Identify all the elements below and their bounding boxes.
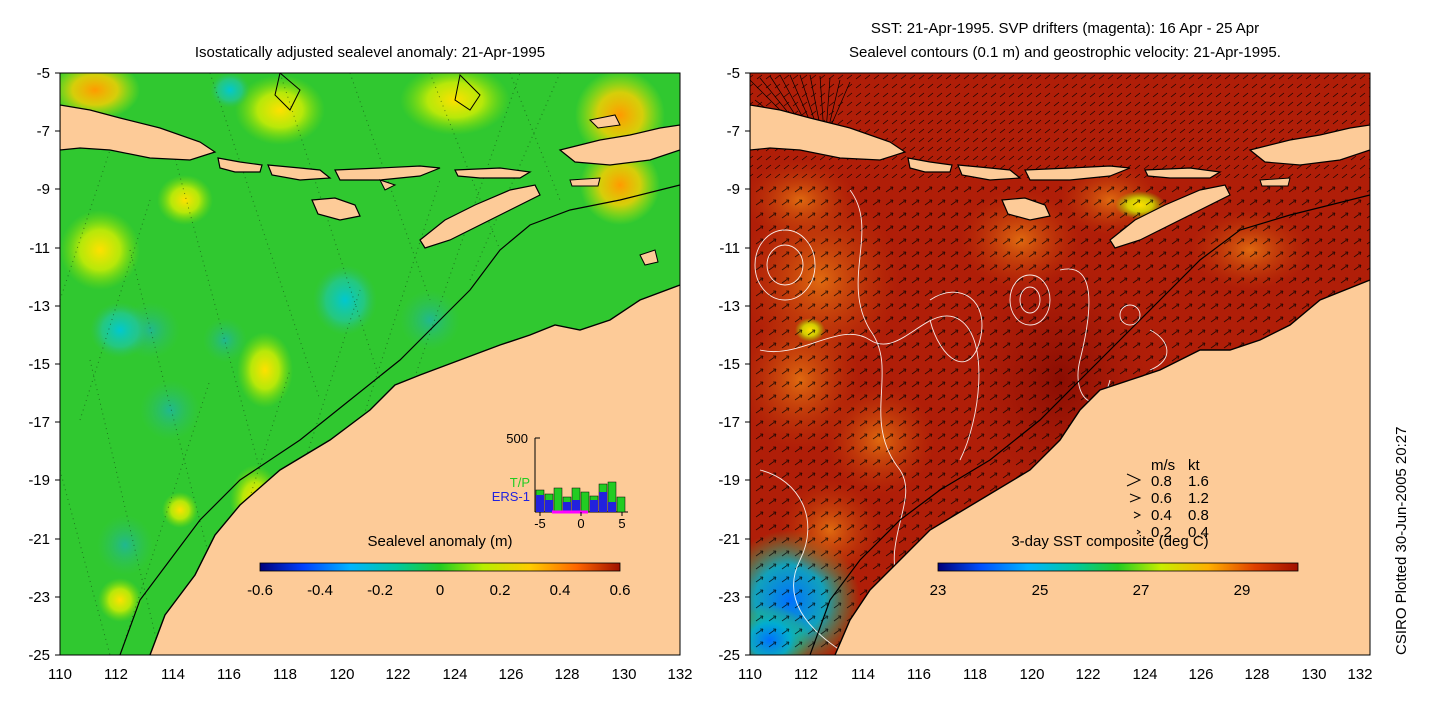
velocity-key-ms: 0.6 (1151, 490, 1172, 507)
velocity-key-arrows (1126, 473, 1142, 535)
velocity-key-ms: 0.2 (1151, 524, 1172, 541)
inset-legend-ers1: ERS-1 (491, 489, 530, 504)
velocity-key-ms: 0.8 (1151, 473, 1172, 490)
anomaly-colorbar (259, 562, 621, 572)
left-x-tick: 114 (161, 666, 185, 683)
right-y-tick: -23 (718, 589, 740, 606)
right-x-tick: 118 (963, 666, 987, 683)
left-y-tick: -21 (28, 531, 50, 548)
left-y-tick: -25 (28, 647, 50, 664)
sst-colorbar-tick: 29 (1233, 582, 1251, 599)
right-x-tick: 128 (1244, 666, 1270, 683)
left-y-tick: -11 (29, 240, 50, 257)
inset-x-label: -5 (534, 516, 546, 531)
right-y-tick: -15 (718, 356, 740, 373)
anomaly-colorbar-tick: -0.2 (367, 582, 393, 599)
left-y-tick: -13 (28, 298, 50, 315)
right-y-tick: -7 (726, 123, 740, 140)
inset-legend-tp: T/P (509, 475, 530, 490)
right-y-tick: -25 (718, 647, 740, 664)
sst-colorbar-tick: 27 (1132, 582, 1150, 599)
left-y-tick: -15 (28, 356, 50, 373)
anomaly-colorbar-tick: -0.4 (307, 582, 333, 599)
velocity-key-kt: 0.8 (1188, 507, 1209, 524)
right-y-tick: -19 (718, 472, 740, 489)
right-x-tick: 124 (1132, 666, 1158, 683)
left-y-tick: -5 (36, 65, 50, 82)
plot-credit: CSIRO Plotted 30-Jun-2005 20:27 (1393, 426, 1410, 655)
velocity-key-ms: 0.4 (1151, 507, 1172, 524)
anomaly-colorbar-tick: 0.2 (489, 582, 511, 599)
inset-y-max-label: 500 (506, 431, 528, 446)
sst-field (750, 73, 1370, 655)
right-y-tick: -9 (726, 181, 740, 198)
inset-x-label: 5 (618, 516, 626, 531)
left-y-tick: -9 (36, 181, 50, 198)
right-x-tick: 114 (851, 666, 875, 683)
left-x-tick: 130 (611, 666, 637, 683)
sst-colorbar (937, 562, 1299, 572)
sst-colorbar-title: 3-day SST composite (deg C) (1011, 533, 1209, 550)
sst-colorbar-tick: 23 (929, 582, 947, 599)
right-x-tick: 116 (907, 666, 931, 683)
left-x-tick: 126 (498, 666, 524, 683)
sst-colorbar-tick: 25 (1031, 582, 1049, 599)
left-x-tick: 112 (104, 666, 128, 683)
anomaly-colorbar-tick: 0 (435, 582, 445, 599)
velocity-key-header-ms: m/s (1151, 457, 1176, 474)
anomaly-colorbar-tick: 0.4 (549, 582, 571, 599)
left-y-tick: -23 (28, 589, 50, 606)
anomaly-colorbar-title: Sealevel anomaly (m) (367, 533, 513, 550)
left-x-tick: 110 (48, 666, 72, 683)
left-y-tick: -17 (28, 414, 50, 431)
velocity-key-header-kt: kt (1188, 457, 1200, 474)
left-x-tick: 124 (442, 666, 468, 683)
velocity-key-kt: 0.4 (1188, 524, 1209, 541)
right-y-tick: -17 (718, 414, 740, 431)
right-map-title-line2: Sealevel contours (0.1 m) and geostrophi… (849, 44, 1281, 61)
left-x-tick: 120 (329, 666, 355, 683)
left-y-tick: -19 (28, 472, 50, 489)
right-y-tick: -21 (718, 531, 740, 548)
anomaly-colorbar-tick: -0.6 (247, 582, 273, 599)
left-x-tick: 118 (273, 666, 297, 683)
right-x-tick: 126 (1188, 666, 1214, 683)
left-x-tick: 122 (385, 666, 411, 683)
inset-histogram (534, 437, 628, 516)
right-y-tick: -5 (726, 65, 740, 82)
left-y-tick: -7 (36, 123, 50, 140)
velocity-key-kt: 1.2 (1188, 490, 1209, 507)
left-x-tick: 128 (554, 666, 580, 683)
inset-x-label: 0 (577, 516, 585, 531)
right-x-tick: 120 (1019, 666, 1045, 683)
right-x-tick: 112 (794, 666, 818, 683)
axis-ticks (55, 72, 750, 656)
right-map-title-line1: SST: 21-Apr-1995. SVP drifters (magenta)… (870, 20, 1260, 37)
anomaly-colorbar-tick: 0.6 (609, 582, 631, 599)
right-x-tick: 110 (738, 666, 762, 683)
right-x-tick: 122 (1075, 666, 1101, 683)
left-x-tick: 132 (667, 666, 693, 683)
right-y-tick: -13 (718, 298, 740, 315)
left-x-tick: 116 (217, 666, 241, 683)
right-x-tick: 130 (1301, 666, 1327, 683)
right-x-tick: 132 (1347, 666, 1373, 683)
right-y-tick: -11 (719, 240, 740, 257)
sealevel-anomaly-field (60, 73, 680, 655)
velocity-key-kt: 1.6 (1188, 473, 1209, 490)
left-map-title: Isostatically adjusted sealevel anomaly:… (194, 44, 546, 61)
